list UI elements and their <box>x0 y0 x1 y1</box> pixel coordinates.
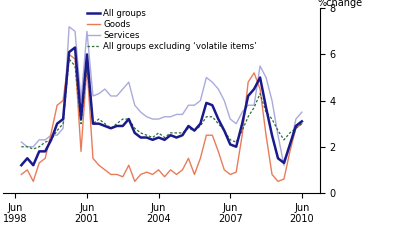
Y-axis label: %change: %change <box>317 0 362 8</box>
Legend: All groups, Goods, Services, All groups excluding ‘volatile items’: All groups, Goods, Services, All groups … <box>87 9 257 51</box>
